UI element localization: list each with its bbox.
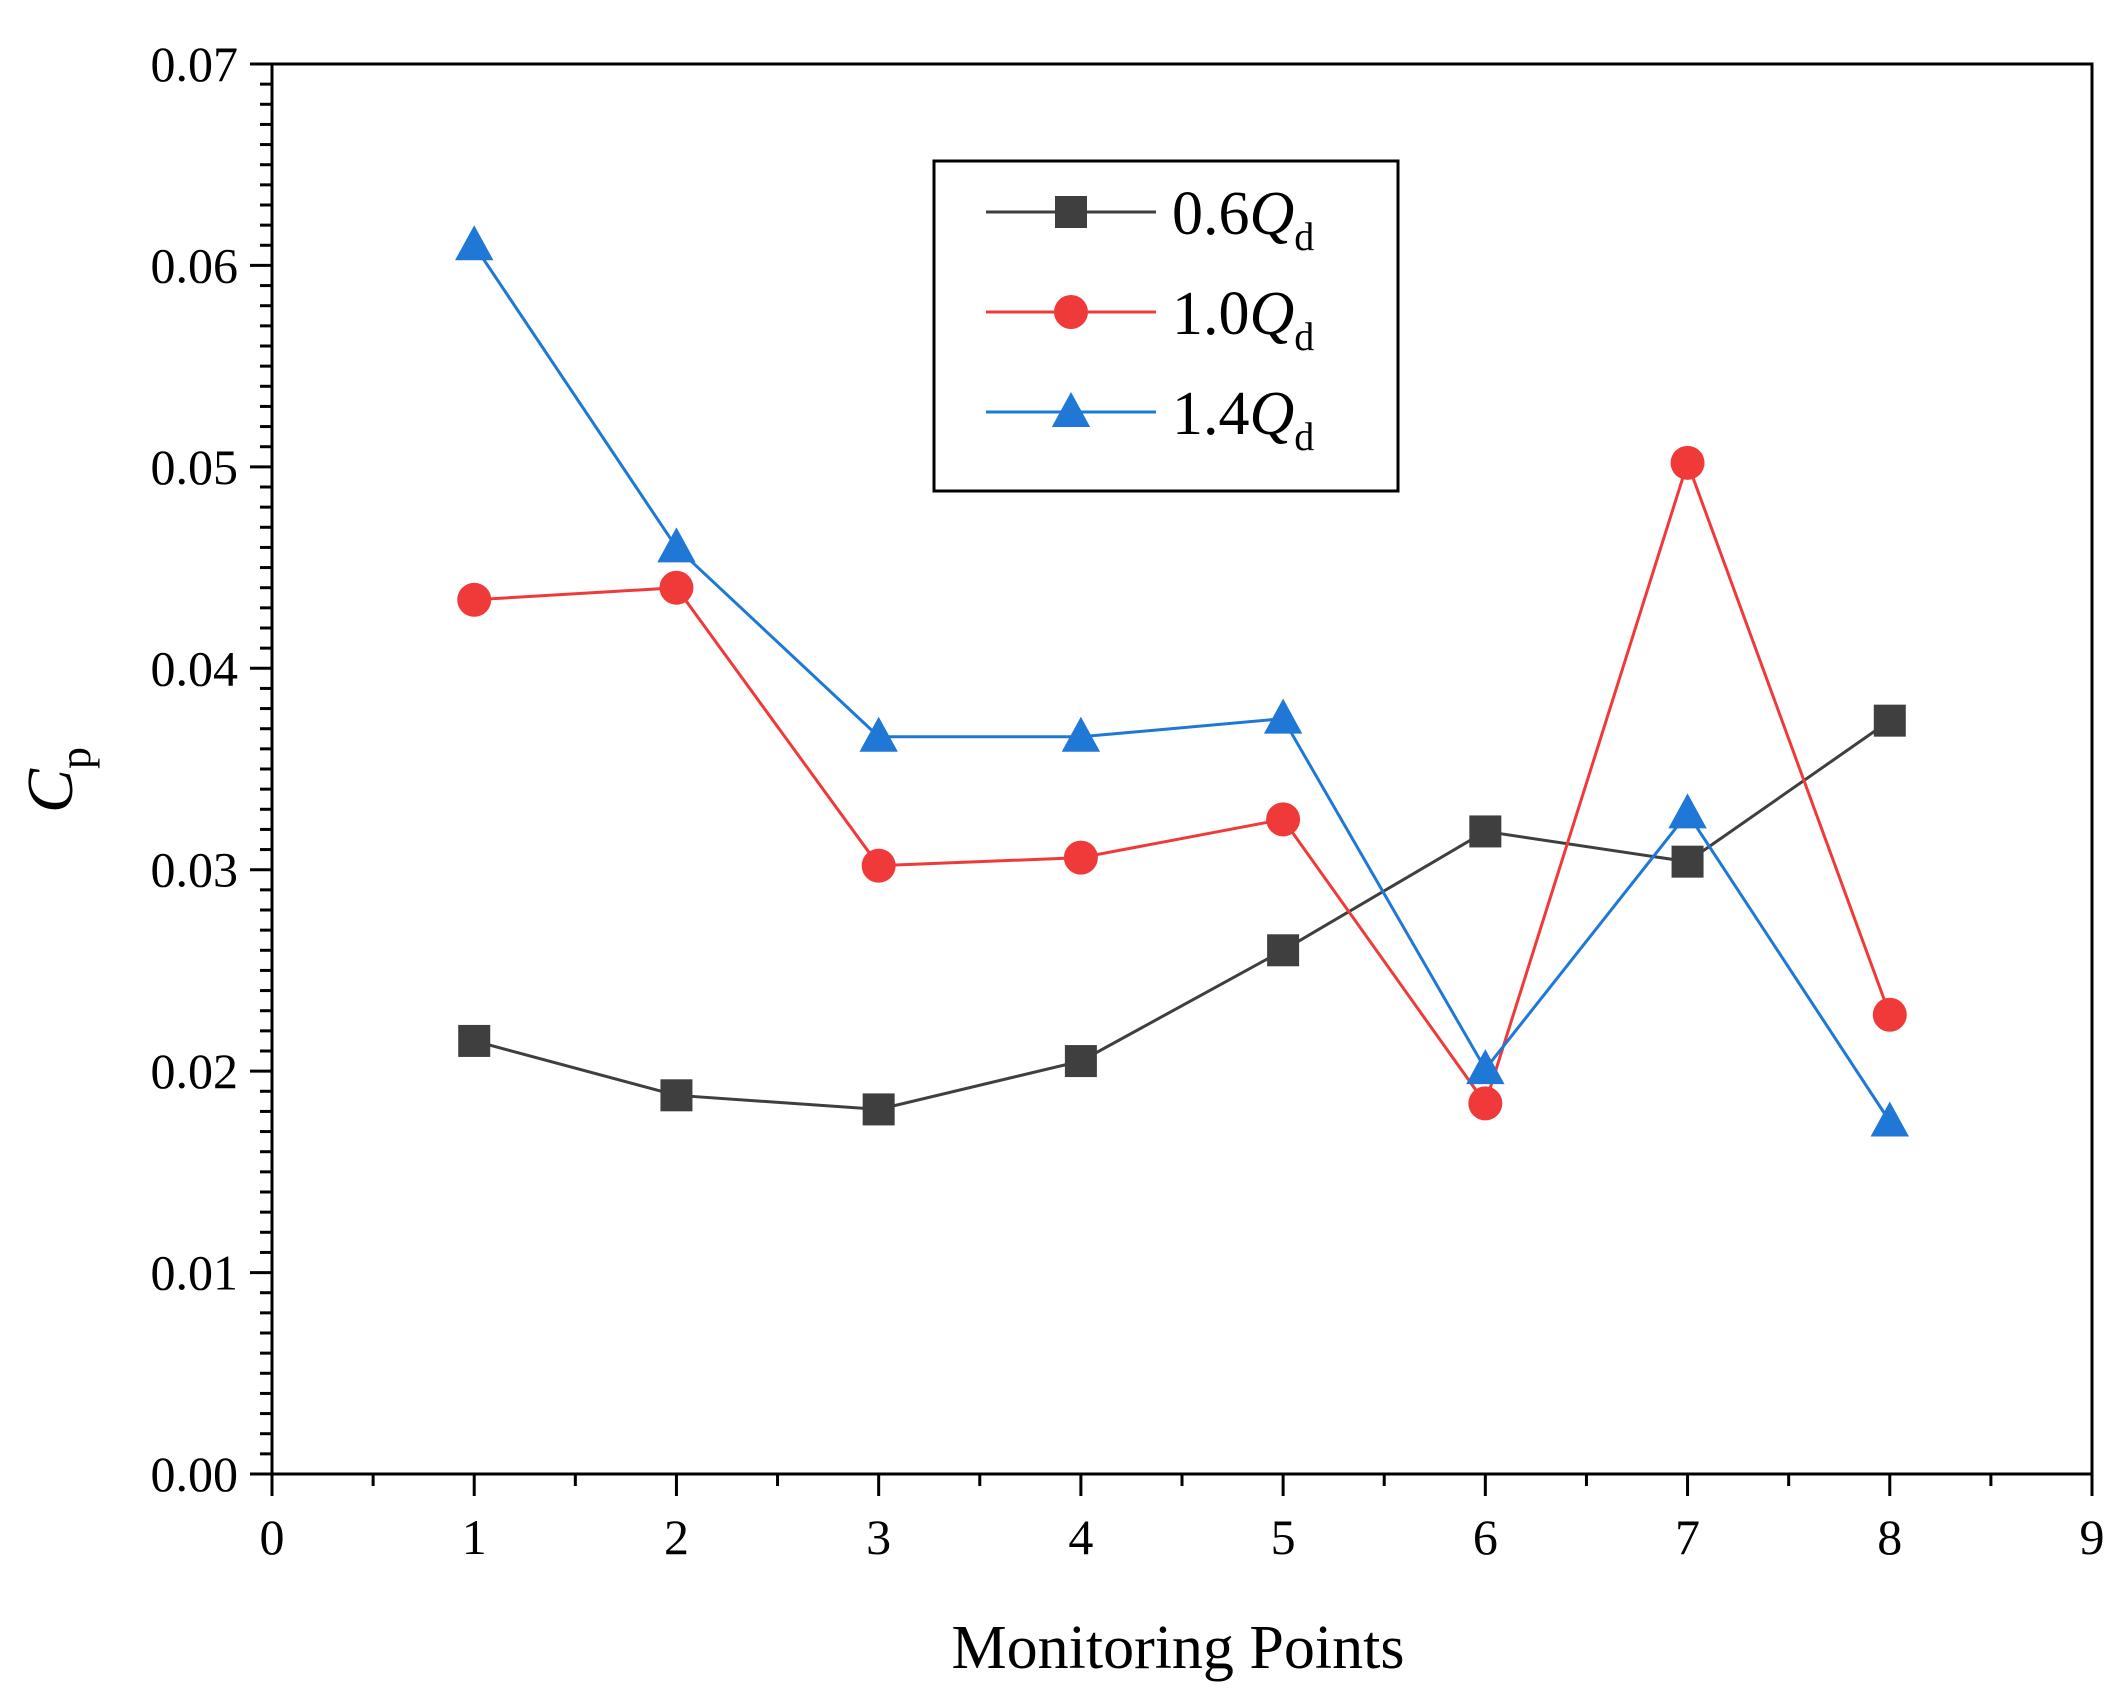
series-line — [472, 244, 1892, 1123]
data-point-circle — [1872, 997, 1907, 1032]
y-axis: 0.00 0.01 0.02 0.03 0.04 0.05 0.06 0.07 — [151, 36, 272, 1502]
y-tick-label: 0.02 — [151, 1043, 239, 1099]
legend-marker-circle — [1054, 295, 1088, 329]
data-point-square — [1267, 934, 1300, 967]
legend-label-q: Q — [1250, 380, 1295, 448]
legend-label-number: 1.0 — [1172, 280, 1250, 348]
data-point-circle — [659, 570, 694, 605]
y-axis-title-main: C — [14, 768, 87, 813]
y-tick-label: 0.03 — [151, 842, 239, 898]
legend-label-q: Q — [1250, 180, 1295, 248]
legend-box — [932, 159, 1400, 493]
data-point-circle — [1063, 840, 1098, 875]
y-axis-title: Cp — [14, 747, 100, 813]
legend-label-sub: d — [1294, 414, 1314, 459]
y-tick-label: 0.06 — [151, 237, 239, 293]
legend-label-number: 1.4 — [1172, 380, 1250, 448]
x-tick-label: 3 — [866, 1509, 891, 1565]
x-tick-label: 8 — [1877, 1509, 1902, 1565]
series-line — [473, 719, 1891, 1111]
data-point-square — [1064, 1045, 1097, 1078]
series-layer — [455, 225, 1909, 1137]
legend-label-sub: d — [1294, 214, 1314, 259]
legend-marker-square — [1055, 196, 1087, 228]
data-point-triangle — [657, 527, 696, 563]
data-point-square — [1671, 845, 1704, 878]
legend-label: 1.4Qd — [1172, 380, 1314, 459]
x-axis: 0 1 2 3 4 5 6 7 8 9 — [260, 1474, 2105, 1565]
legend-marker-triangle — [1051, 392, 1091, 427]
series-triangle — [455, 225, 1909, 1137]
x-tick-label: 2 — [664, 1509, 689, 1565]
data-point-triangle — [1870, 1101, 1909, 1137]
legend-label: 1.0Qd — [1172, 280, 1314, 359]
data-point-triangle — [1061, 716, 1101, 752]
data-point-triangle — [1263, 698, 1303, 734]
x-tick-label: 4 — [1068, 1509, 1093, 1565]
data-point-square — [1469, 815, 1502, 848]
data-point-triangle — [859, 716, 898, 752]
data-point-circle — [1468, 1086, 1503, 1121]
series-square — [458, 704, 1906, 1126]
data-point-square — [660, 1079, 693, 1112]
data-point-circle — [457, 582, 492, 617]
data-point-triangle — [1668, 793, 1707, 829]
x-tick-label: 5 — [1271, 1509, 1296, 1565]
x-axis-title: Monitoring Points — [951, 1614, 1404, 1682]
legend-label: 0.6Qd — [1172, 180, 1314, 259]
series-line — [474, 458, 1892, 1107]
x-tick-label: 7 — [1675, 1509, 1700, 1565]
y-tick-label: 0.07 — [151, 36, 239, 92]
legend-label-number: 0.6 — [1172, 180, 1250, 248]
data-point-square — [458, 1024, 491, 1057]
x-tick-label: 6 — [1473, 1509, 1498, 1565]
data-point-triangle — [1466, 1049, 1505, 1085]
y-tick-label: 0.00 — [151, 1446, 239, 1502]
data-point-circle — [861, 848, 896, 883]
x-tick-label: 1 — [462, 1509, 487, 1565]
data-point-triangle — [455, 225, 494, 261]
y-tick-label: 0.01 — [151, 1245, 239, 1301]
y-tick-label: 0.04 — [151, 640, 239, 696]
data-point-square — [862, 1093, 895, 1126]
data-point-square — [1873, 704, 1906, 737]
series-circle — [457, 445, 1907, 1121]
y-tick-label: 0.05 — [151, 439, 239, 495]
x-tick-label: 0 — [260, 1509, 285, 1565]
x-tick-label: 9 — [2080, 1509, 2105, 1565]
y-axis-title-sub: p — [51, 747, 100, 769]
legend-label-q: Q — [1250, 280, 1295, 348]
legend-label-sub: d — [1294, 314, 1314, 359]
data-point-circle — [1266, 802, 1301, 837]
data-point-circle — [1670, 445, 1705, 480]
